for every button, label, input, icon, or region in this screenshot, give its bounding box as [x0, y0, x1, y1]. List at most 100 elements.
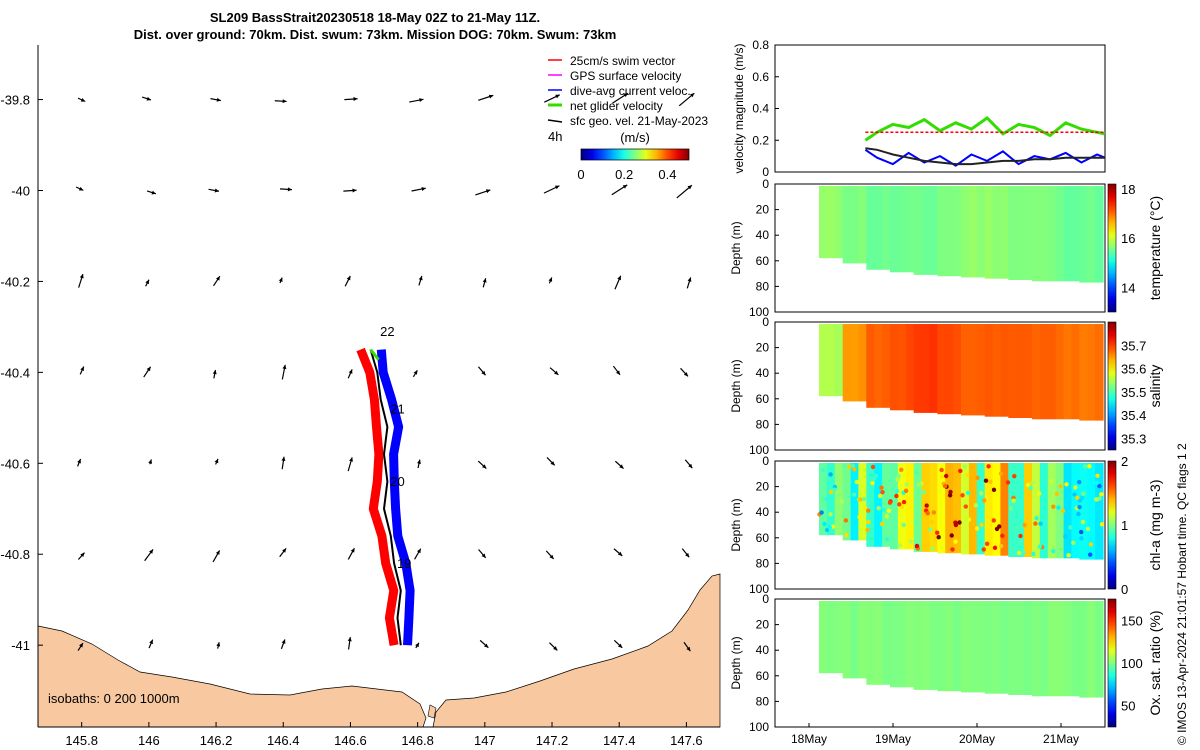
map-x-tick-label: 146.2	[200, 733, 233, 748]
geo-velocity-arrowhead	[622, 184, 628, 189]
chla-sample-dot	[878, 493, 883, 499]
geo-velocity-arrowhead	[146, 96, 151, 101]
chla-sample-dot	[862, 505, 868, 511]
geo-velocity-arrowhead	[287, 187, 292, 192]
chla-sample-dot	[944, 473, 949, 479]
arrow-scale-label: 4h	[548, 129, 562, 144]
geo-velocity-arrowhead	[347, 637, 352, 642]
section-data-column	[961, 186, 970, 278]
chla-sample-dot	[1051, 504, 1056, 509]
chla-sample-dot	[1018, 533, 1023, 539]
chla-sample-dot	[842, 464, 847, 469]
figure-subtitle: Dist. over ground: 70km. Dist. swum: 73k…	[134, 27, 617, 42]
map-x-tick-label: 146.6	[334, 733, 367, 748]
speed-colorbar	[580, 148, 690, 161]
legend-label: GPS surface velocity	[570, 69, 681, 83]
section-y-tick-label: 0	[762, 592, 769, 606]
chla-sample-dot	[1056, 505, 1061, 510]
chla-sample-dot	[847, 464, 852, 470]
section-data-column	[1000, 186, 1009, 279]
geo-velocity-arrowhead	[78, 186, 84, 191]
map-x-tick-label: 146.4	[267, 733, 300, 748]
section-colorbar-label: temperature (°C)	[1147, 196, 1163, 300]
chla-sample-dot	[949, 533, 954, 538]
section-colorbar-tick-label: 14	[1121, 280, 1135, 295]
section-y-tick-label: 80	[756, 279, 770, 293]
section-y-tick-label: 0	[762, 454, 769, 468]
colorbar-tick-label: 0.2	[615, 167, 633, 182]
chla-sample-dot	[879, 521, 885, 527]
chla-sample-dot	[899, 467, 904, 472]
chla-sample-dot	[1028, 485, 1033, 491]
section-data-column	[858, 324, 867, 402]
section-y-tick-label: 20	[756, 618, 770, 632]
section-data-column	[866, 186, 875, 270]
chla-sample-dot	[1094, 497, 1099, 502]
section-data-column	[929, 186, 938, 275]
section-data-column	[905, 463, 915, 550]
section-data-column	[1016, 601, 1025, 695]
section-data-column	[1063, 186, 1073, 282]
section-data-column	[1087, 601, 1096, 698]
chla-sample-dot	[903, 488, 909, 493]
geo-velocity-arrowhead	[415, 642, 419, 648]
section-data-column	[858, 601, 867, 679]
chla-sample-dot	[865, 527, 870, 533]
section-data-column	[1024, 186, 1033, 280]
chla-sample-dot	[988, 479, 993, 484]
chla-sample-dot	[999, 543, 1004, 549]
section-data-column	[1016, 463, 1025, 557]
chla-sample-dot	[870, 464, 876, 470]
section-y-tick-label: 60	[756, 392, 770, 406]
section-data-column	[834, 601, 844, 674]
chla-sample-dot	[1058, 484, 1063, 489]
geo-velocity-arrowhead	[416, 548, 421, 554]
chla-sample-dot	[979, 491, 984, 496]
chla-sample-dot	[909, 519, 914, 524]
chla-sample-dot	[843, 518, 849, 523]
chla-sample-dot	[1077, 504, 1082, 510]
geo-velocity-arrowhead	[617, 275, 621, 281]
map-y-tick-label: -41	[11, 638, 30, 653]
section-y-tick-label: 100	[749, 582, 769, 596]
geo-velocity-arrowhead	[282, 364, 287, 370]
section-data-column	[984, 186, 994, 279]
chla-sample-dot	[1048, 552, 1054, 557]
section-data-column	[945, 463, 954, 554]
section-data-column	[953, 601, 962, 692]
section-data-column	[897, 324, 907, 411]
section-data-column	[1055, 324, 1065, 420]
section-data-column	[1087, 186, 1096, 283]
chla-sample-dot	[982, 498, 987, 503]
chla-sample-dot	[852, 467, 857, 472]
section-y-tick-label: 100	[749, 720, 769, 734]
chla-sample-dot	[1094, 480, 1100, 486]
section-data-column	[826, 601, 836, 674]
section-data-column	[953, 324, 962, 415]
chla-sample-dot	[876, 506, 881, 511]
chla-sample-dot	[924, 503, 929, 508]
chla-sample-dot	[947, 493, 953, 498]
chla-sample-dot	[921, 490, 926, 495]
section-colorbar	[1107, 460, 1117, 590]
section-data-column	[1079, 324, 1088, 421]
chla-sample-dot	[850, 463, 856, 468]
chla-sample-dot	[866, 519, 871, 525]
chla-sample-dot	[1000, 533, 1005, 538]
section-y-tick-label: 20	[756, 341, 770, 355]
section-y-tick-label: 40	[756, 505, 770, 519]
geo-velocity-arrowhead	[214, 458, 219, 464]
section-data-column	[890, 601, 899, 688]
geo-velocity-arrowhead	[216, 642, 221, 647]
chla-sample-dot	[953, 539, 958, 544]
chla-sample-dot	[1076, 511, 1081, 517]
chla-sample-dot	[820, 467, 826, 473]
section-data-column	[945, 186, 954, 277]
colorbar-units: (m/s)	[620, 130, 650, 145]
map-y-tick-label: -40	[11, 183, 30, 198]
section-colorbar-tick-label: 2	[1121, 454, 1128, 469]
track-day-label: 19	[397, 556, 411, 571]
section-data-column	[1008, 601, 1017, 695]
section-data-column	[874, 463, 883, 547]
geo-velocity-arrowhead	[282, 548, 287, 553]
